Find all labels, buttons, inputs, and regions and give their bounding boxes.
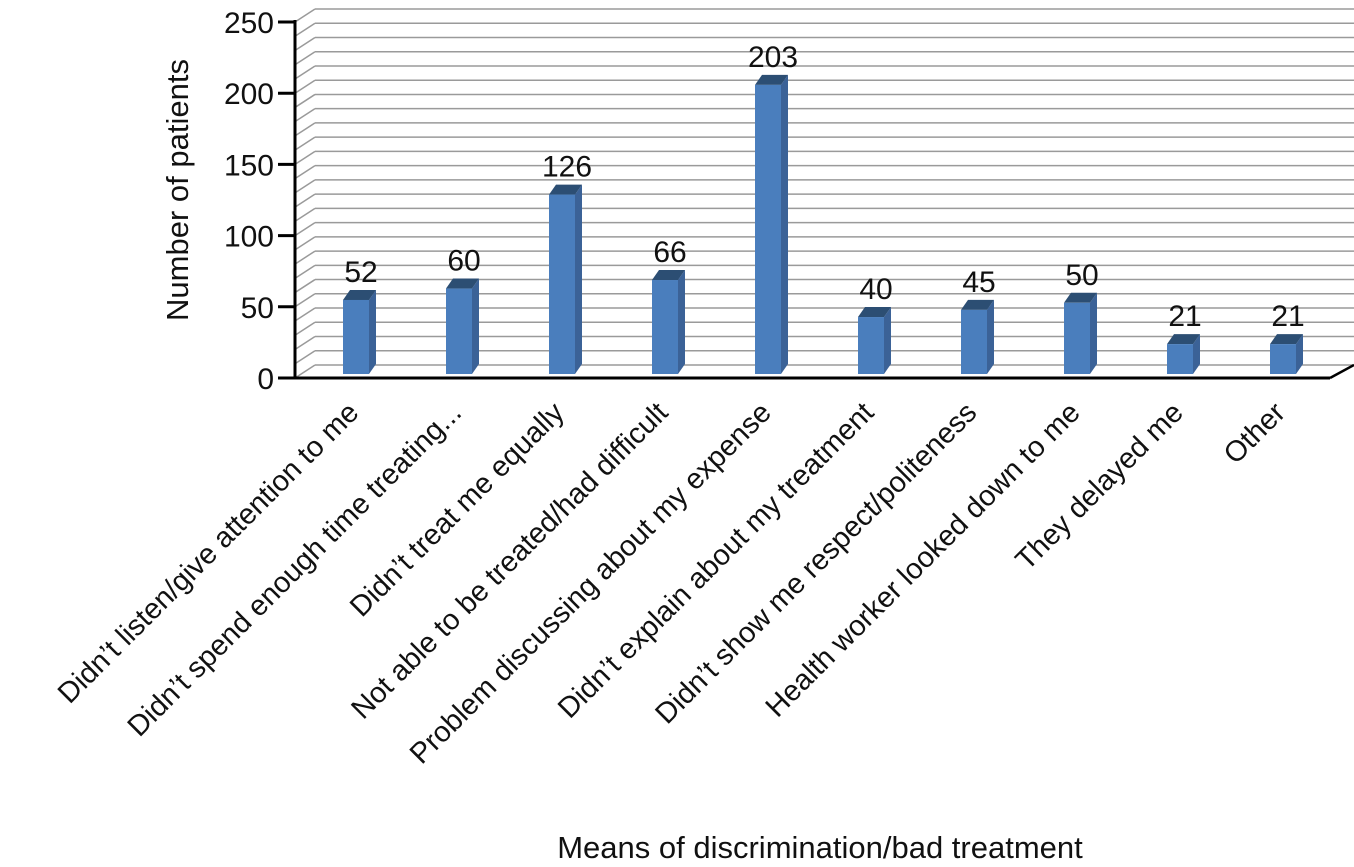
bar-top-face (652, 270, 685, 281)
gridline-wall-diagonal (294, 193, 316, 208)
gridline-wall-diagonal (294, 307, 316, 322)
bar-side-face (678, 270, 685, 374)
y-tick-label: 0 (257, 363, 274, 396)
gridline-wall-diagonal (294, 321, 316, 336)
bar-side-face (987, 299, 994, 374)
bar-top-face (858, 307, 891, 318)
gridline-wall-diagonal (294, 108, 316, 123)
gridline-wall-diagonal (294, 136, 316, 151)
bar-value-label: 21 (1271, 300, 1304, 333)
bar-value-label: 203 (748, 41, 798, 74)
gridline-wall-diagonal (294, 264, 316, 279)
gridline-wall-diagonal (294, 36, 316, 52)
bar-side-face (1193, 334, 1200, 374)
bar-value-label: 40 (859, 273, 892, 306)
bar-top-face (1270, 334, 1303, 345)
bar-front-face (446, 288, 472, 374)
y-tick-label: 50 (241, 292, 274, 325)
bar-side-face (781, 74, 788, 374)
bar-top-face (343, 289, 376, 300)
bar-value-label: 66 (653, 236, 686, 269)
gridline-wall-diagonal (294, 65, 316, 80)
y-tick-label: 200 (224, 78, 274, 111)
gridline-wall-diagonal (294, 250, 316, 265)
y-axis-title: Number of patients (160, 59, 195, 321)
gridline-wall-diagonal (294, 165, 316, 180)
bar-side-face (884, 307, 891, 374)
bar-front-face (1167, 344, 1193, 374)
bar-side-face (369, 289, 376, 374)
bar-value-label: 126 (542, 151, 592, 184)
bar-top-face (446, 278, 479, 289)
floor-right-edge (1329, 363, 1354, 380)
bar-top-face (549, 184, 582, 195)
bar-value-label: 21 (1168, 300, 1201, 333)
gridline-wall-diagonal (294, 293, 316, 308)
bar-side-face (1296, 334, 1303, 374)
bar-front-face (755, 84, 781, 374)
bar-front-face (858, 317, 884, 374)
bar-side-face (472, 278, 479, 374)
x-axis-title: Means of discrimination/bad treatment (557, 830, 1083, 865)
bar-front-face (343, 299, 369, 374)
gridline-wall-diagonal (294, 350, 316, 365)
bar-front-face (652, 280, 678, 374)
gridline-wall-diagonal (294, 150, 316, 166)
y-tick-label: 150 (224, 149, 274, 182)
bar-top-face (1064, 292, 1097, 303)
bar-value-label: 45 (962, 266, 995, 299)
gridline-wall-diagonal (294, 8, 316, 23)
gridline-wall-diagonal (294, 51, 316, 66)
gridline-wall-diagonal (294, 122, 316, 137)
bar-front-face (549, 194, 575, 374)
gridline-wall-diagonal (294, 207, 316, 222)
gridline-wall-diagonal (294, 79, 316, 94)
gridline-wall-diagonal (294, 93, 316, 109)
bar-top-face (961, 299, 994, 310)
bar-value-label: 50 (1065, 259, 1098, 292)
gridline-wall-diagonal (294, 335, 316, 351)
bar-value-label: 60 (447, 245, 480, 278)
gridline-wall-diagonal (294, 364, 316, 379)
bar-top-face (755, 74, 788, 85)
bar-front-face (1270, 344, 1296, 374)
gridline-wall-diagonal (294, 278, 316, 294)
bar-side-face (1090, 292, 1097, 374)
bar-side-face (575, 184, 582, 374)
gridline-wall-diagonal (294, 236, 316, 251)
gridline-wall-diagonal (294, 22, 316, 37)
gridline-wall-diagonal (294, 221, 316, 237)
gridline-wall-diagonal (294, 179, 316, 194)
y-tick-label: 100 (224, 221, 274, 254)
bar-value-label: 52 (344, 256, 377, 289)
bar-front-face (961, 309, 987, 374)
y-tick-label: 250 (224, 7, 274, 40)
bar-front-face (1064, 302, 1090, 374)
bar-top-face (1167, 334, 1200, 345)
